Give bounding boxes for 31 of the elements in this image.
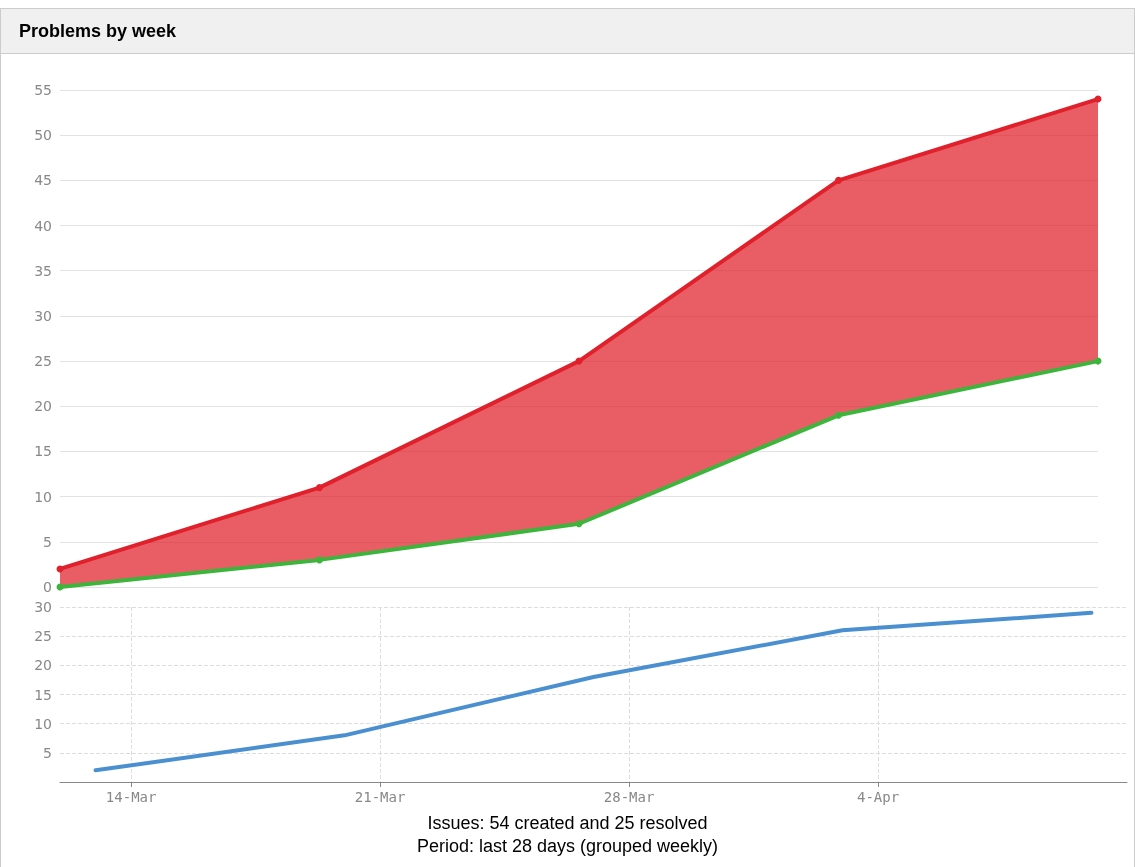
y-tick-label: 20 [34,657,52,674]
y-tick-label: 30 [34,307,52,324]
chart-title: Problems by week [1,9,1134,54]
point [316,556,323,564]
y-tick-label: 5 [43,533,52,550]
y-tick-label: 55 [34,82,52,98]
x-tick-label: 28-Mar [603,789,655,805]
y-tick-label: 0 [43,579,52,595]
y-tick-label: 20 [34,398,52,415]
y-tick-label: 45 [34,172,52,189]
y-tick-label: 25 [34,353,52,370]
x-tick-label: 21-Mar [354,789,406,805]
point [316,484,323,492]
x-tick-label: 4-Apr [856,789,900,805]
y-tick-label: 50 [34,127,52,144]
y-tick-label: 15 [34,686,52,703]
y-tick-label: 10 [34,715,52,732]
point [835,411,842,419]
y-tick-label: 15 [34,443,52,460]
y-tick-label: 35 [34,262,52,279]
y-tick-label: 25 [34,628,52,645]
text: Period: last 28 days (grouped weekly) [415,835,720,858]
x-tick-label: 14-Mar [105,789,157,805]
line-series [93,610,1094,773]
point [835,176,842,184]
point [575,520,583,528]
y-tick-label: 10 [34,488,52,505]
y-tick-label: 40 [34,217,52,234]
y-tick-label: 30 [34,599,52,615]
text: Issues: 54 created and 25 resolved [426,812,709,835]
y-tick-label: 5 [43,744,52,761]
